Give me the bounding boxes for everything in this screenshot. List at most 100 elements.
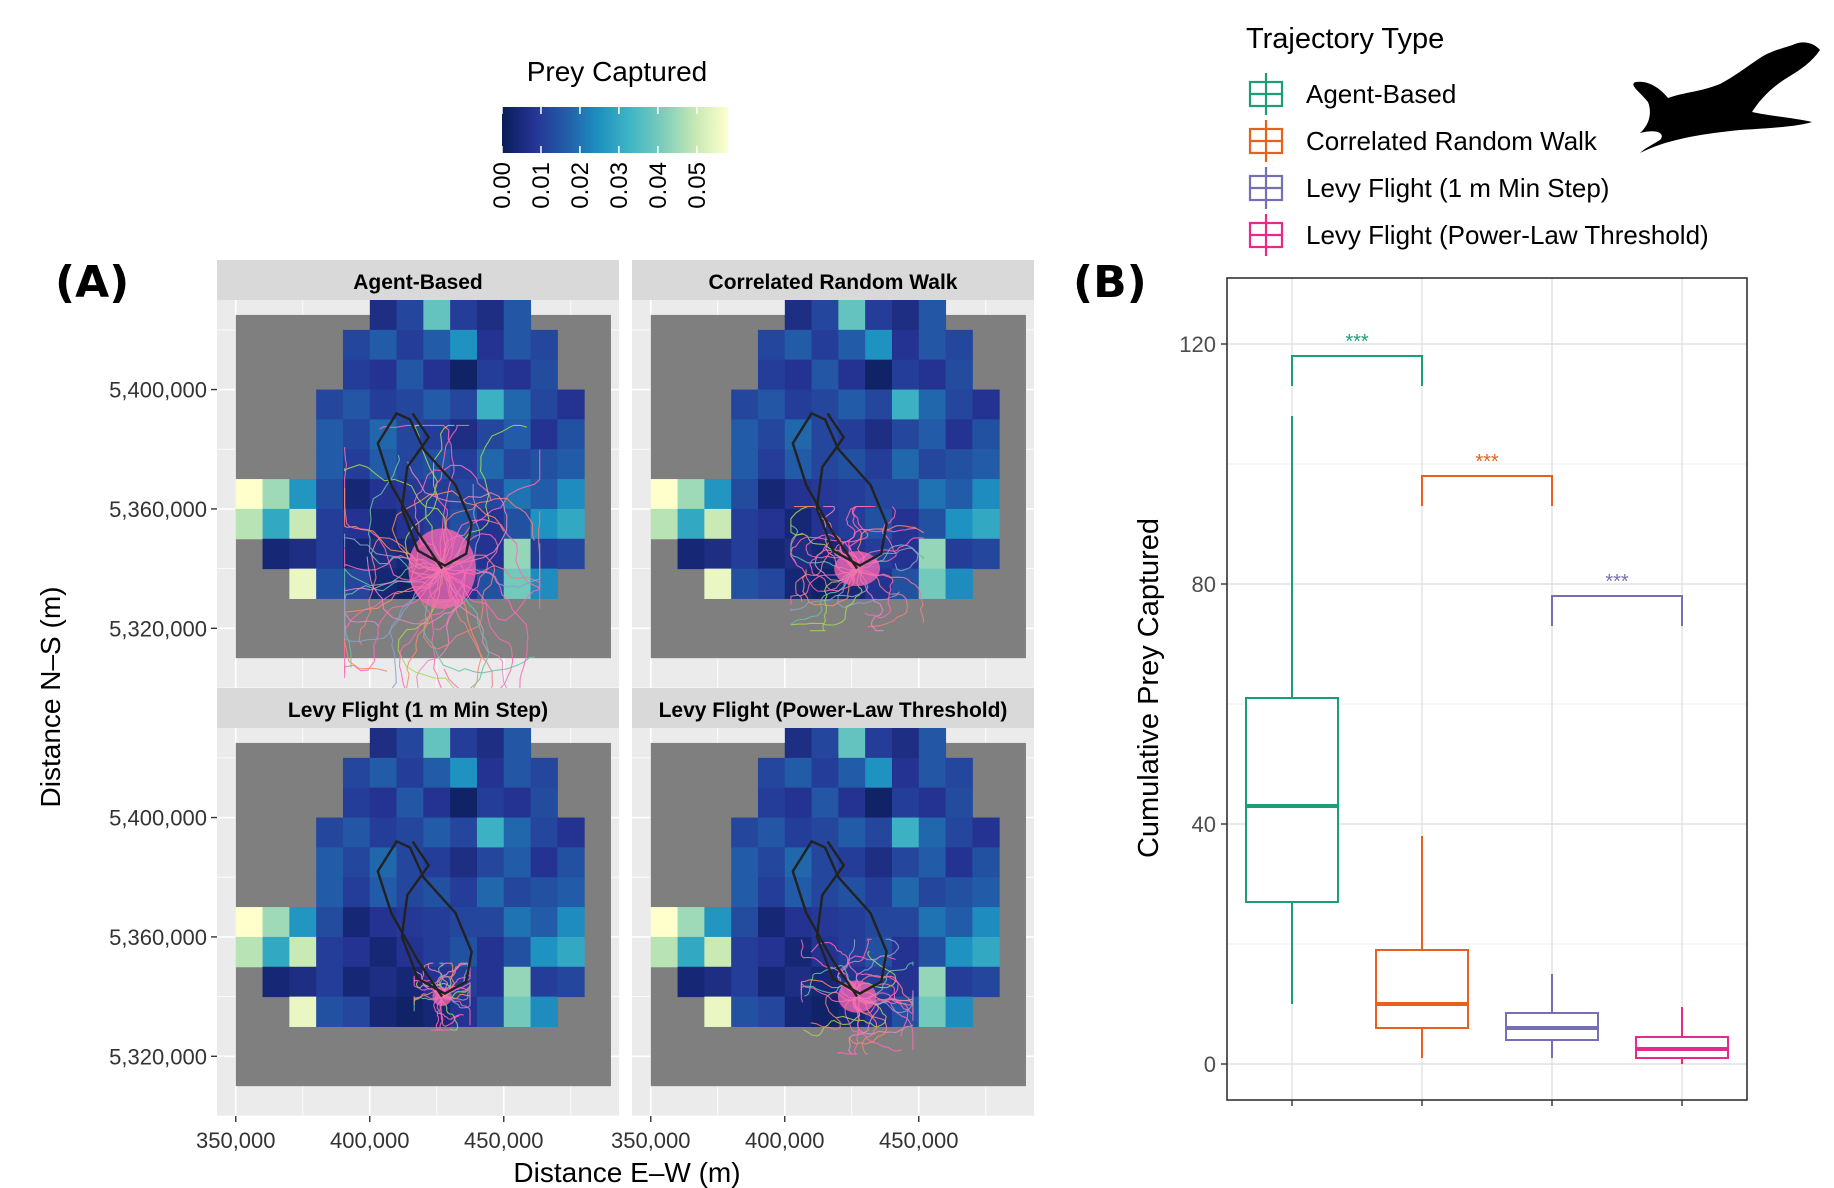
- facet-strip-label: Agent-Based: [353, 271, 483, 294]
- heat-cell: [476, 757, 505, 789]
- heat-cell: [918, 449, 947, 480]
- heat-cell: [316, 389, 344, 420]
- facet-strip-label: Correlated Random Walk: [709, 271, 958, 294]
- heat-cell: [918, 329, 947, 361]
- heat-cell: [342, 817, 371, 848]
- heat-cell: [503, 787, 532, 819]
- heat-cell: [530, 907, 558, 938]
- heat-cell: [450, 787, 478, 819]
- trajectory-line: [790, 568, 869, 612]
- heat-cell: [289, 538, 317, 570]
- heat-cell: [530, 996, 558, 1027]
- heat-cell: [530, 847, 558, 878]
- heat-cell: [731, 996, 759, 1027]
- heat-cell: [945, 538, 973, 570]
- heat-cell: [757, 996, 786, 1027]
- heat-cell: [838, 907, 866, 938]
- heat-cell: [503, 449, 532, 480]
- heat-cell: [557, 419, 585, 450]
- heat-cell: [891, 847, 920, 878]
- legend-item-label: Agent-Based: [1306, 79, 1456, 109]
- legend-item: Correlated Random Walk: [1248, 120, 1598, 162]
- heat-cell: [757, 936, 786, 968]
- heat-cell: [677, 508, 705, 540]
- heat-cell: [811, 300, 839, 331]
- heat-cell: [891, 300, 920, 331]
- heat-cell: [891, 389, 920, 420]
- heat-cell: [503, 389, 532, 420]
- box-iqr: [1245, 697, 1339, 903]
- heat-cell: [423, 300, 451, 331]
- heat-cell: [316, 847, 344, 878]
- heat-cell: [396, 966, 424, 998]
- significance-bracket: ***: [1551, 571, 1683, 626]
- reference-track: [376, 839, 473, 998]
- heat-cell: [557, 479, 585, 510]
- heat-cell: [369, 359, 398, 391]
- heat-cell: [503, 817, 532, 848]
- heat-cell: [757, 877, 786, 908]
- heat-cell: [557, 936, 585, 968]
- heat-cell: [918, 907, 947, 938]
- heat-cell: [262, 479, 290, 510]
- heat-cell: [557, 877, 585, 908]
- heat-cell: [423, 936, 451, 968]
- heat-cell: [972, 389, 1000, 420]
- heat-cell: [423, 907, 451, 938]
- heat-cell: [972, 966, 1000, 998]
- heat-cell: [891, 757, 920, 789]
- heat-cell: [557, 817, 585, 848]
- heat-cell: [865, 728, 893, 759]
- bracket-line: [1551, 595, 1683, 626]
- significance-label: ***: [1475, 451, 1499, 473]
- heat-cell: [838, 359, 866, 391]
- heat-cell: [530, 538, 558, 570]
- heat-cell: [972, 508, 1000, 540]
- heat-cell: [450, 877, 478, 908]
- heat-cell: [396, 329, 424, 361]
- heat-cell: [476, 817, 505, 848]
- heat-cell: [865, 449, 893, 480]
- heat-cell: [784, 936, 813, 968]
- heat-cell: [865, 419, 893, 450]
- heat-cell: [784, 568, 813, 599]
- heat-cell: [476, 300, 505, 331]
- heat-cell: [757, 359, 786, 391]
- heat-cell: [945, 847, 973, 878]
- heat-cell: [476, 479, 505, 510]
- heat-cell: [316, 538, 344, 570]
- y-tick-label: 5,360,000: [109, 497, 207, 522]
- boxplot-3: [1505, 974, 1599, 1058]
- heat-cell: [503, 907, 532, 938]
- facet-1: Agent-Based 5,400,000 5,360,000 5,320,000: [109, 260, 619, 713]
- heat-cell: [557, 847, 585, 878]
- heat-cell: [972, 817, 1000, 848]
- heat-cell: [316, 508, 344, 540]
- heat-cell: [731, 449, 759, 480]
- heat-cell: [838, 817, 866, 848]
- heat-cell: [865, 757, 893, 789]
- significance-bracket: ***: [1421, 451, 1553, 506]
- heat-cell: [784, 817, 813, 848]
- heat-cell: [342, 449, 371, 480]
- heat-cell: [945, 877, 973, 908]
- heat-cell: [369, 479, 398, 510]
- heat-cell: [289, 996, 317, 1027]
- heat-cell: [530, 757, 558, 789]
- heat-cell: [530, 936, 558, 968]
- box-iqr: [1375, 949, 1469, 1029]
- heat-cell: [918, 419, 947, 450]
- heat-cell: [503, 479, 532, 510]
- heat-cell: [342, 389, 371, 420]
- trajectory-line: [379, 424, 455, 569]
- heat-cell: [784, 359, 813, 391]
- heat-cell: [503, 966, 532, 998]
- heat-cell: [757, 568, 786, 599]
- heat-cell: [811, 907, 839, 938]
- heat-cell: [503, 936, 532, 968]
- heat-cell: [945, 817, 973, 848]
- heat-cell: [865, 847, 893, 878]
- heat-cell: [891, 479, 920, 510]
- heat-cell: [289, 479, 317, 510]
- heat-cell: [891, 359, 920, 391]
